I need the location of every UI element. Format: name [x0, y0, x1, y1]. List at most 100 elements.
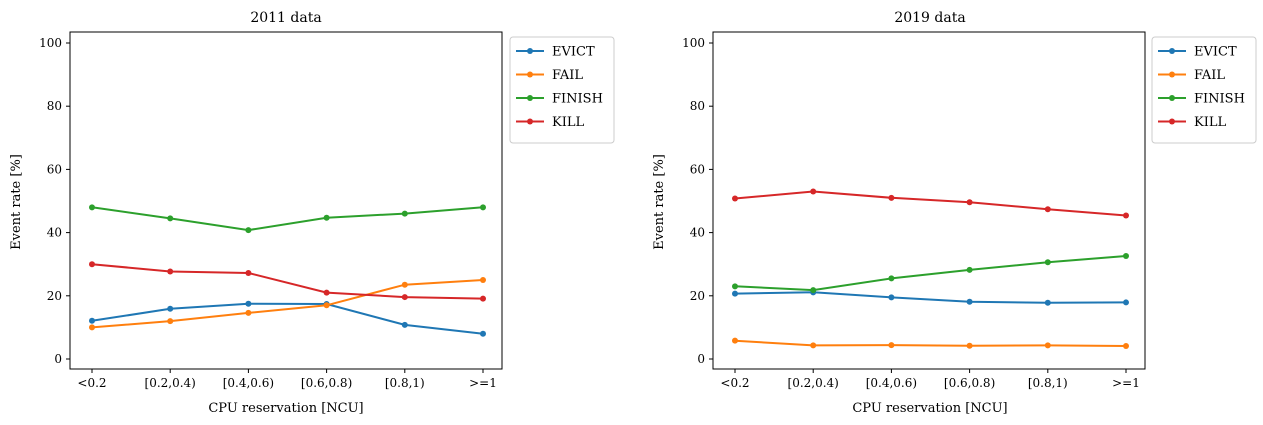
series-line-finish — [91, 206, 484, 232]
legend-label-evict: EVICT — [1194, 45, 1237, 60]
y-axis-label: Event rate [%] — [652, 154, 667, 250]
y-tick-label: 100 — [682, 36, 705, 50]
y-tick-label: 20 — [47, 289, 62, 303]
series-line-evict — [734, 291, 1127, 304]
data-point-finish — [888, 275, 895, 282]
y-axis-label: Event rate [%] — [9, 154, 24, 250]
y-tick-label: 40 — [690, 226, 705, 240]
legend-marker-fail — [527, 71, 533, 78]
legend: EVICT FAIL FINISH KILL — [509, 36, 615, 144]
plot-area: 0 20 40 60 80 100 <0.2 [0.2,0.4) [0.4,0.6) [0.6,0… — [682, 31, 1146, 390]
x-tick-label: [0.6,0.8) — [301, 376, 352, 390]
data-point-evict — [89, 317, 95, 324]
data-point-finish — [1123, 252, 1129, 259]
data-point-fail — [167, 318, 174, 325]
y-tick-label: 0 — [697, 352, 705, 366]
data-point-fail — [732, 337, 738, 344]
data-point-finish — [401, 210, 408, 217]
series-line-fail — [91, 279, 484, 329]
legend-marker-kill — [527, 118, 533, 125]
legend: EVICT FAIL FINISH KILL — [1151, 36, 1257, 144]
legend-marker-finish — [1169, 95, 1175, 101]
data-point-finish — [480, 204, 486, 211]
axes-frame — [69, 31, 503, 370]
y-tick-label: 0 — [54, 352, 62, 366]
legend-label-evict: EVICT — [552, 45, 595, 60]
y-tick-label: 80 — [47, 99, 62, 113]
data-point-finish — [732, 283, 738, 290]
legend-box — [1151, 36, 1257, 144]
x-axis-label: CPU reservation [NCU] — [852, 401, 1007, 416]
data-point-kill — [888, 194, 895, 201]
data-point-evict — [480, 330, 486, 337]
x-tick-label: >=1 — [469, 376, 497, 390]
x-axis-label: CPU reservation [NCU] — [208, 401, 363, 416]
legend-marker-evict — [1169, 48, 1175, 54]
series-line-fail — [734, 339, 1127, 347]
legend-label-fail: FAIL — [552, 68, 583, 83]
data-point-kill — [810, 188, 817, 195]
data-point-evict — [1044, 299, 1051, 306]
data-point-kill — [1123, 212, 1129, 219]
data-point-finish — [966, 266, 973, 273]
data-point-evict — [888, 294, 895, 301]
legend-marker-kill — [1169, 118, 1175, 125]
data-point-finish — [323, 214, 330, 221]
data-point-kill — [732, 195, 738, 202]
series-line-evict — [91, 302, 484, 335]
data-point-kill — [167, 268, 174, 275]
data-point-kill — [89, 261, 95, 268]
legend-marker-evict — [527, 48, 533, 54]
data-point-fail — [480, 277, 486, 283]
x-tick-label: <0.2 — [720, 376, 749, 390]
data-point-fail — [245, 309, 252, 316]
x-tick-label: [0.6,0.8) — [944, 376, 995, 390]
y-tick-label: 40 — [47, 226, 62, 240]
series-line-kill — [91, 263, 484, 300]
data-point-evict — [245, 300, 252, 307]
data-point-fail — [888, 342, 895, 349]
data-point-kill — [480, 295, 486, 302]
series-line-kill — [734, 190, 1127, 217]
data-point-kill — [966, 199, 973, 206]
data-point-evict — [401, 321, 408, 328]
x-tick-label: >=1 — [1112, 376, 1140, 390]
axes-frame — [712, 31, 1146, 370]
data-point-finish — [1044, 259, 1051, 266]
x-tick-label: <0.2 — [77, 376, 106, 390]
legend-box — [509, 36, 615, 144]
data-point-fail — [966, 342, 973, 349]
data-point-kill — [245, 270, 252, 277]
y-tick-label: 80 — [690, 99, 705, 113]
legend-label-finish: FINISH — [552, 92, 603, 107]
data-point-kill — [401, 294, 408, 301]
data-point-fail — [401, 281, 408, 288]
chart-title: 2019 data — [894, 10, 965, 26]
x-tick-label: [0.2,0.4) — [788, 376, 839, 390]
chart-panel-2011: 2011 data CPU reservation [NCU] Event ra… — [9, 10, 615, 416]
x-tick-label: [0.4,0.6) — [866, 376, 917, 390]
legend-label-kill: KILL — [1194, 115, 1226, 130]
chart-panel-2019: 2019 data CPU reservation [NCU] Event ra… — [652, 10, 1257, 416]
data-point-evict — [732, 290, 738, 297]
y-tick-label: 60 — [47, 162, 62, 176]
data-point-finish — [810, 287, 817, 294]
data-point-fail — [810, 342, 817, 349]
x-tick-label: [0.4,0.6) — [223, 376, 274, 390]
legend-label-finish: FINISH — [1194, 92, 1245, 107]
legend-label-fail: FAIL — [1194, 68, 1225, 83]
y-tick-label: 100 — [39, 36, 62, 50]
y-tick-label: 60 — [690, 162, 705, 176]
y-tick-label: 20 — [690, 289, 705, 303]
legend-label-kill: KILL — [552, 115, 584, 130]
data-point-evict — [167, 305, 174, 312]
data-point-fail — [323, 302, 330, 309]
data-point-finish — [245, 227, 252, 234]
data-point-kill — [323, 289, 330, 296]
series-line-finish — [734, 255, 1127, 292]
data-point-fail — [1044, 342, 1051, 349]
x-tick-label: [0.8,1) — [385, 376, 425, 390]
data-point-finish — [89, 204, 95, 211]
